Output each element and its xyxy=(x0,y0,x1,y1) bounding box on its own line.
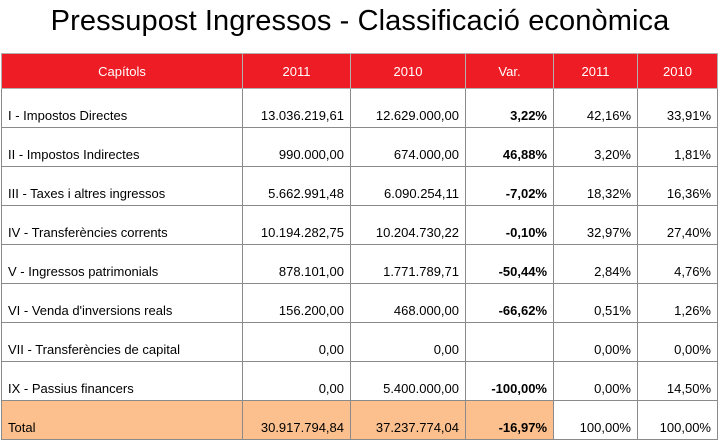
variation: -0,10% xyxy=(465,205,554,245)
variation: -66,62% xyxy=(465,283,554,323)
amount-2011: 0,00 xyxy=(242,361,351,401)
variation xyxy=(465,322,554,362)
header-2011-share: 2011 xyxy=(553,53,638,89)
header-2010-amount: 2010 xyxy=(350,53,466,89)
share-2011: 3,20% xyxy=(553,127,638,167)
share-2010: 0,00% xyxy=(637,322,718,362)
variation: -7,02% xyxy=(465,166,554,206)
variation: 46,88% xyxy=(465,127,554,167)
share-2011: 0,00% xyxy=(553,322,638,362)
row-label: I - Impostos Directes xyxy=(1,88,243,128)
variation: -100,00% xyxy=(465,361,554,401)
share-2010: 27,40% xyxy=(637,205,718,245)
row-label: IV - Transferències corrents xyxy=(1,205,243,245)
amount-2011: 13.036.219,61 xyxy=(242,88,351,128)
amount-2010: 468.000,00 xyxy=(350,283,466,323)
table-row: III - Taxes i altres ingressos 5.662.991… xyxy=(1,166,718,206)
share-2010: 1,26% xyxy=(637,283,718,323)
amount-2010: 12.629.000,00 xyxy=(350,88,466,128)
share-2011: 0,00% xyxy=(553,361,638,401)
header-variation: Var. xyxy=(465,53,554,89)
total-amount-2011: 30.917.794,84 xyxy=(242,400,351,440)
amount-2010: 10.204.730,22 xyxy=(350,205,466,245)
row-label: V - Ingressos patrimonials xyxy=(1,244,243,284)
header-capitols: Capítols xyxy=(1,53,243,89)
share-2011: 2,84% xyxy=(553,244,638,284)
amount-2010: 5.400.000,00 xyxy=(350,361,466,401)
row-label: VI - Venda d'inversions reals xyxy=(1,283,243,323)
share-2010: 1,81% xyxy=(637,127,718,167)
table-row: IV - Transferències corrents 10.194.282,… xyxy=(1,205,718,245)
table-header-row: Capítols 2011 2010 Var. 2011 2010 xyxy=(1,53,718,89)
amount-2010: 1.771.789,71 xyxy=(350,244,466,284)
header-2010-share: 2010 xyxy=(637,53,718,89)
share-2010: 4,76% xyxy=(637,244,718,284)
header-2011-amount: 2011 xyxy=(242,53,351,89)
amount-2011: 5.662.991,48 xyxy=(242,166,351,206)
share-2011: 32,97% xyxy=(553,205,638,245)
table-row: IX - Passius financers 0,00 5.400.000,00… xyxy=(1,361,718,401)
variation: -50,44% xyxy=(465,244,554,284)
share-2010: 16,36% xyxy=(637,166,718,206)
amount-2011: 990.000,00 xyxy=(242,127,351,167)
total-row: Total 30.917.794,84 37.237.774,04 -16,97… xyxy=(1,400,718,440)
budget-table: Capítols 2011 2010 Var. 2011 2010 I - Im… xyxy=(1,53,718,440)
share-2010: 33,91% xyxy=(637,88,718,128)
amount-2010: 0,00 xyxy=(350,322,466,362)
share-2011: 42,16% xyxy=(553,88,638,128)
table-row: VI - Venda d'inversions reals 156.200,00… xyxy=(1,283,718,323)
row-label: VII - Transferències de capital xyxy=(1,322,243,362)
amount-2011: 10.194.282,75 xyxy=(242,205,351,245)
share-2010: 14,50% xyxy=(637,361,718,401)
amount-2011: 156.200,00 xyxy=(242,283,351,323)
table-row: V - Ingressos patrimonials 878.101,00 1.… xyxy=(1,244,718,284)
table-row: VII - Transferències de capital 0,00 0,0… xyxy=(1,322,718,362)
total-amount-2010: 37.237.774,04 xyxy=(350,400,466,440)
row-label: IX - Passius financers xyxy=(1,361,243,401)
share-2011: 18,32% xyxy=(553,166,638,206)
amount-2011: 878.101,00 xyxy=(242,244,351,284)
total-share-2010: 100,00% xyxy=(637,400,718,440)
page-title: Pressupost Ingressos - Classificació eco… xyxy=(50,5,670,37)
row-label: II - Impostos Indirectes xyxy=(1,127,243,167)
amount-2010: 674.000,00 xyxy=(350,127,466,167)
total-variation: -16,97% xyxy=(465,400,554,440)
row-label: III - Taxes i altres ingressos xyxy=(1,166,243,206)
total-label: Total xyxy=(1,400,243,440)
table-row: I - Impostos Directes 13.036.219,61 12.6… xyxy=(1,88,718,128)
amount-2011: 0,00 xyxy=(242,322,351,362)
variation: 3,22% xyxy=(465,88,554,128)
amount-2010: 6.090.254,11 xyxy=(350,166,466,206)
table-row: II - Impostos Indirectes 990.000,00 674.… xyxy=(1,127,718,167)
total-share-2011: 100,00% xyxy=(553,400,638,440)
share-2011: 0,51% xyxy=(553,283,638,323)
